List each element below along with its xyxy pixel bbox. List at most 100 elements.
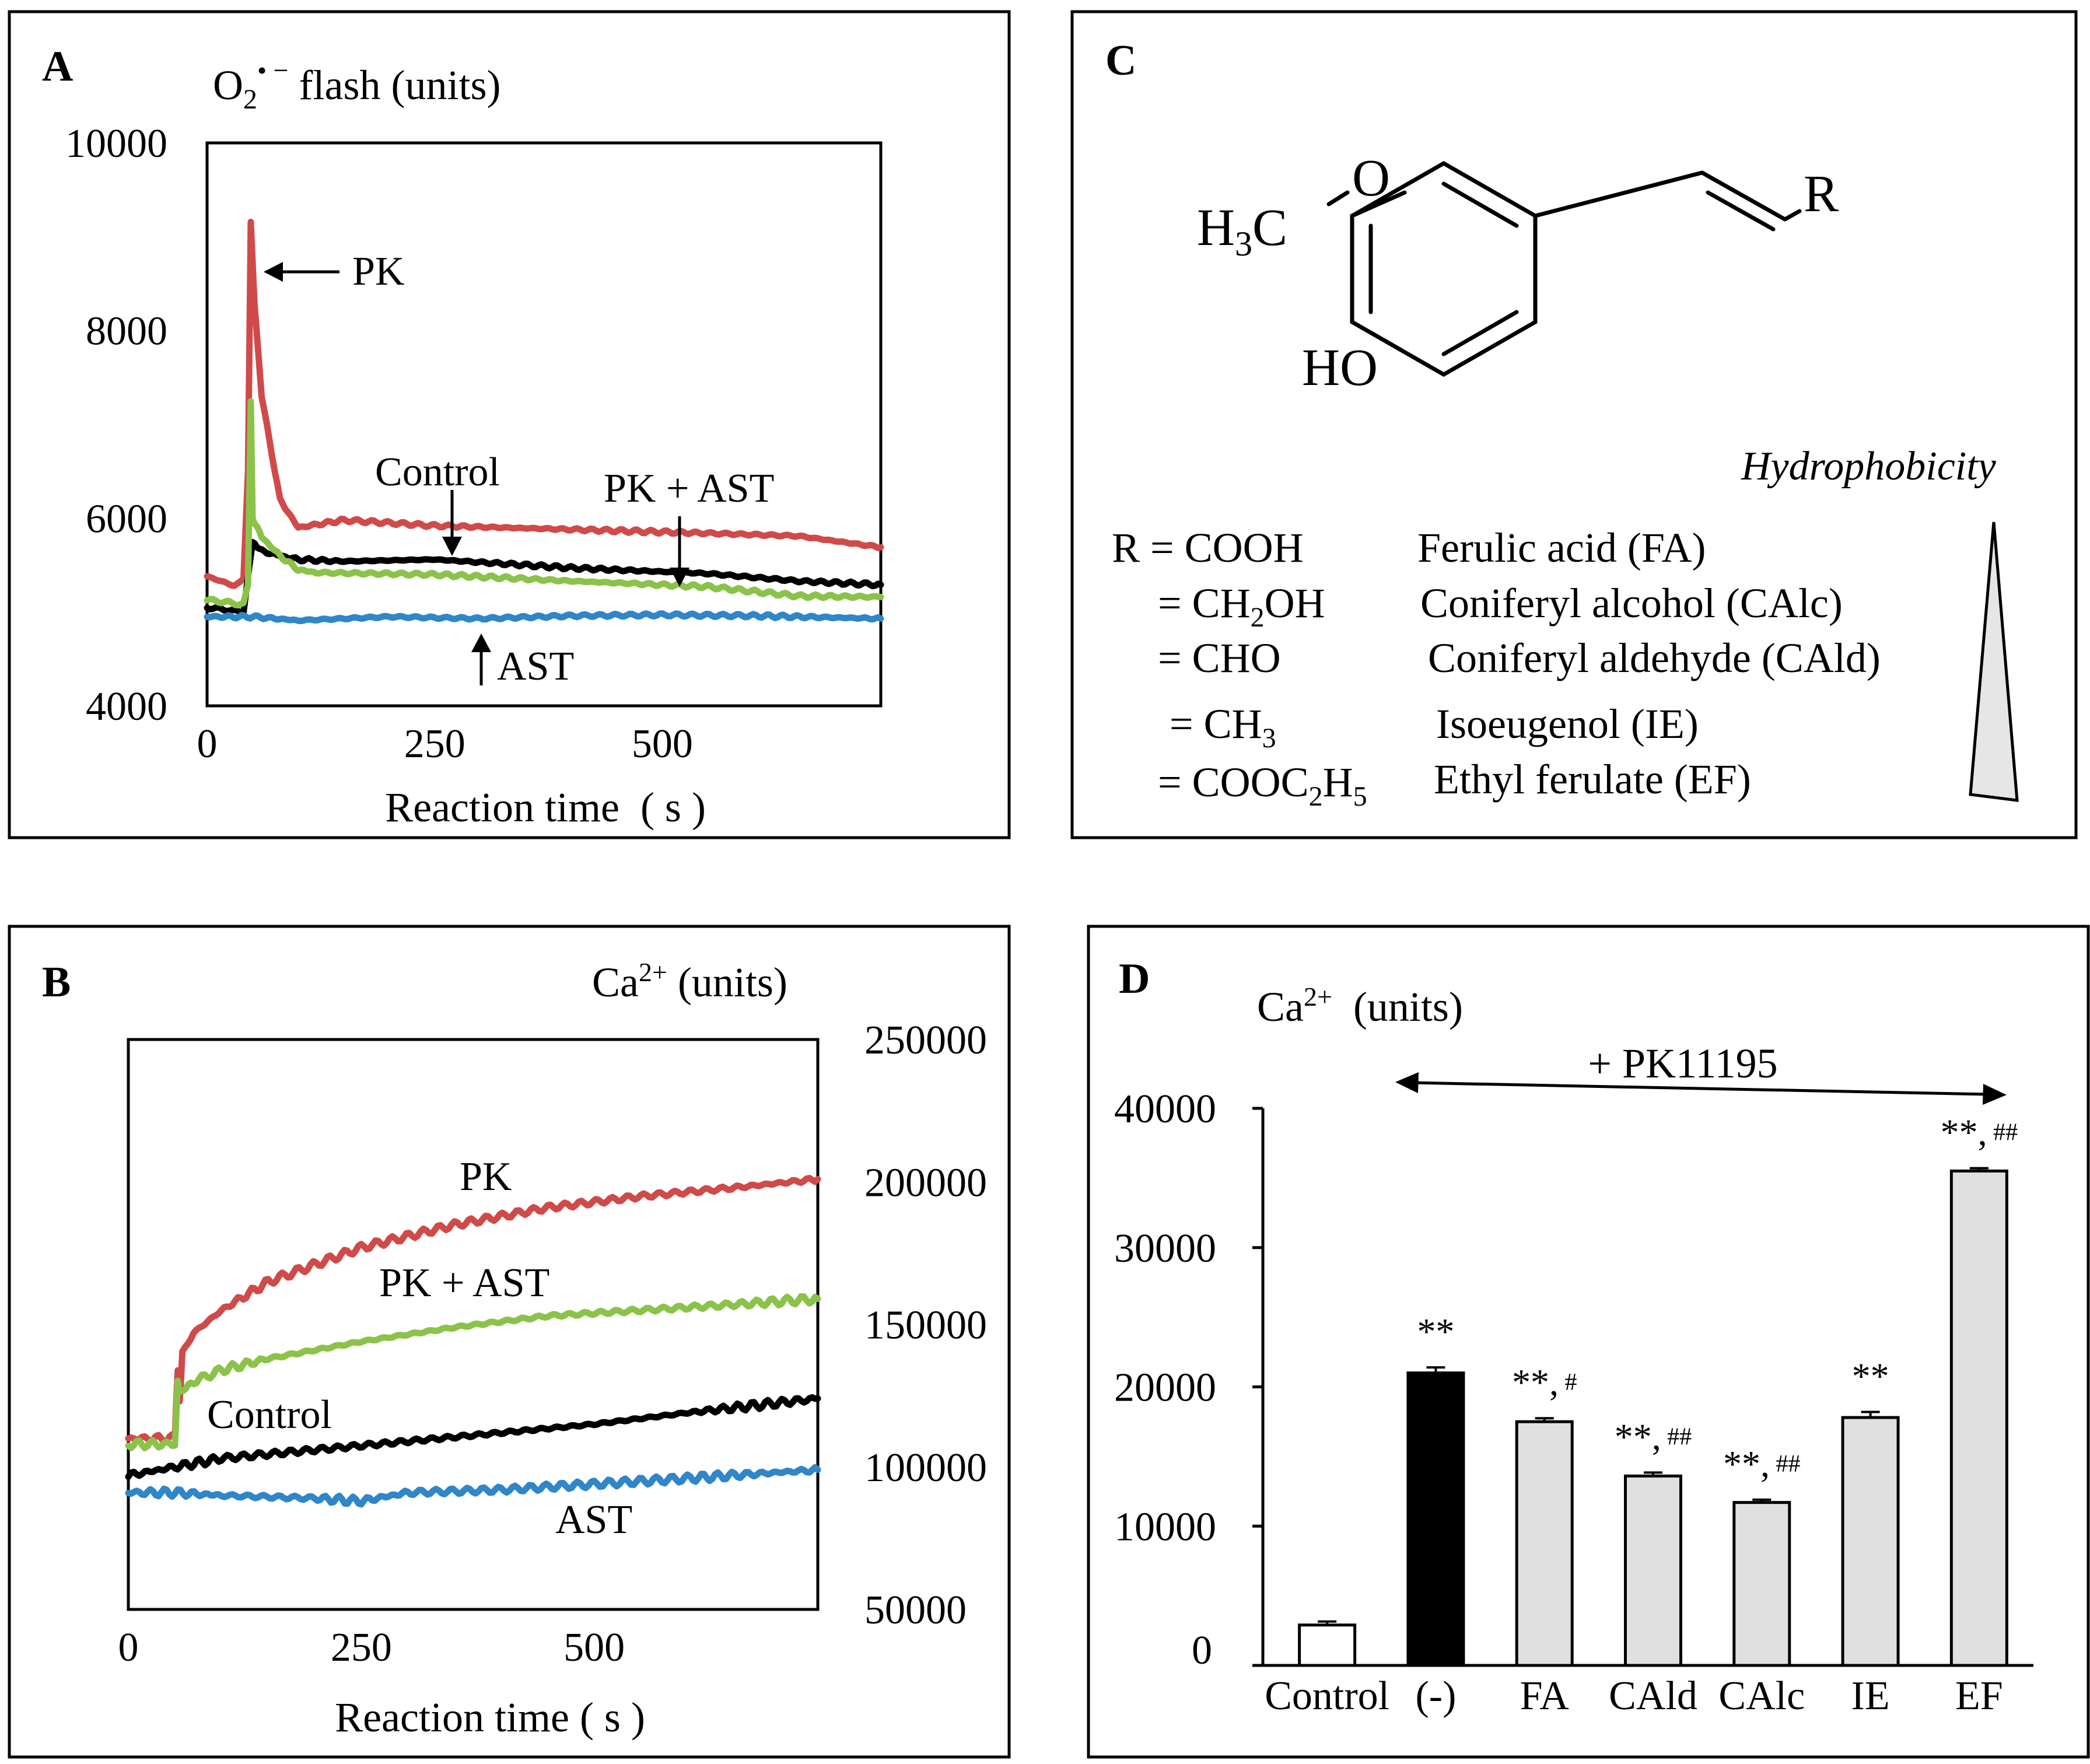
panel-d-significance-ef: **, ## <box>1941 1112 2018 1153</box>
panel-a-arrowhead-ast <box>471 634 491 652</box>
panel-a-ylabel-main: O <box>213 62 243 108</box>
panel-d-yticks: 0 10000 20000 30000 40000 <box>1114 1087 1263 1673</box>
panel-d-bar-control <box>1298 1623 1357 1667</box>
panel-d-significance-ie: ** <box>1852 1355 1889 1396</box>
side-chain-bond-r <box>1783 209 1802 222</box>
table-row-5-prefix: = <box>1158 759 1192 806</box>
panel-d-significance-fa: **, # <box>1512 1362 1577 1403</box>
panel-d-ylabel-sup: 2+ <box>1304 982 1332 1012</box>
hydroxy-bond <box>1350 320 1403 352</box>
hydrophobicity-wedge <box>1969 522 2019 802</box>
panel-b-xtick-label: 250 <box>331 1625 392 1670</box>
panel-d-bar-calc <box>1732 1501 1791 1667</box>
panel-b-yticks: 50000 100000 150000 200000 250000 <box>864 1018 987 1633</box>
side-chain-bond-1 <box>1533 170 1704 218</box>
panel-d-bracket-label: + PK11195 <box>1588 1040 1777 1087</box>
panel-a-ylabel-rest: flash (units) <box>289 62 501 108</box>
side-chain-double-bond-inner <box>1706 190 1776 232</box>
panel-c: C O H3C HO R Hydrophobicity <box>1070 10 2078 839</box>
panel-d-bracket-left-head <box>1395 1072 1419 1093</box>
hydrophobicity-label: Hydrophobicity <box>1741 444 1997 489</box>
panel-d-significance-hash: ## <box>1987 1119 2018 1146</box>
table-row-2-formula-b: OH <box>1265 580 1325 626</box>
table-row-2-formula-sub: 2 <box>1251 602 1265 633</box>
panel-d-significance-stars: **, <box>1512 1362 1559 1403</box>
panel-d-significance-stars: ** <box>1852 1355 1889 1396</box>
panel-a-arrowhead-control <box>442 537 462 556</box>
panel-a-xticks: 0 250 500 <box>197 722 693 766</box>
panel-a-xtick-label: 500 <box>632 722 693 766</box>
panel-a: A O2• − flash (units) 40006000800010000 … <box>8 10 1011 839</box>
table-row-1-prefix: R = <box>1112 524 1185 571</box>
panel-b-ytick-label: 100000 <box>864 1446 987 1490</box>
structure-ch3-sub: 3 <box>1235 225 1252 263</box>
panel-a-frame <box>8 10 1011 839</box>
panel-c-frame <box>1070 10 2078 839</box>
panel-d-ytick-label: 40000 <box>1114 1087 1216 1132</box>
panel-d-bar-ie <box>1841 1416 1900 1667</box>
panel-d-bar-fa <box>1515 1420 1574 1667</box>
structure-ch3-c: C <box>1252 199 1287 257</box>
panel-d-bar-ef <box>1949 1169 2008 1667</box>
panel-d-category-label: CAlc <box>1718 1674 1805 1718</box>
panel-b-series <box>125 1175 821 1508</box>
table-row-4-formula-sub: 3 <box>1262 723 1276 754</box>
panel-d-category-label: Control <box>1265 1674 1389 1718</box>
panel-d-bracket-line <box>1411 1081 1990 1096</box>
panel-c-letter: C <box>1105 37 1136 85</box>
panel-a-xlabel: Reaction time ( s ) <box>385 784 706 831</box>
structure-ch3-h: H <box>1197 199 1235 257</box>
panel-d-significance-hash: ## <box>1770 1451 1801 1478</box>
panel-b-annotation-pk-ast: PK + AST <box>379 1261 549 1306</box>
panel-a-ylabel-sub: 2 <box>243 84 257 115</box>
panel-a-annotation-control: Control <box>375 450 500 495</box>
table-row-5-formula-b: H <box>1323 759 1353 806</box>
panel-b-ylabel-main: Ca <box>592 959 639 1006</box>
table-row-3-group: = CHO <box>1158 635 1281 681</box>
table-row-4-prefix: = <box>1170 701 1204 747</box>
panel-b-series-pk <box>125 1175 821 1446</box>
panel-a-arrowhead-pk <box>264 262 283 282</box>
panel-b: B Ca2+ (units) 50000 100000 150000 200000 25… <box>8 925 1011 1759</box>
panel-d-significance-calc: **, ## <box>1723 1443 1801 1485</box>
panel-a-yticks: 4000 6000 8000 10000 <box>65 121 167 729</box>
panel-b-ytick-label: 200000 <box>864 1160 987 1205</box>
panel-a-ytick-label: 6000 <box>86 496 167 541</box>
panel-b-ylabel-sup: 2+ <box>639 957 667 987</box>
table-row-1-formula: COOH <box>1185 524 1304 571</box>
panel-d-category-label: (-) <box>1415 1674 1456 1718</box>
panel-a-series-pk <box>204 219 884 589</box>
panel-a-arrowhead-pk-ast <box>670 568 689 587</box>
table-row-5-group: = COOC2H5 <box>1158 759 1367 812</box>
table-row-2-prefix: = <box>1158 580 1192 626</box>
table-row-2-formula-a: CH <box>1192 580 1251 626</box>
table-row-1-group: R = COOH <box>1112 524 1304 571</box>
panel-d-significance-stars: **, <box>1615 1416 1661 1457</box>
panel-a-ytick-label: 4000 <box>86 684 167 729</box>
panel-d-ytick-label: 10000 <box>1114 1504 1216 1549</box>
substituent-table: R = COOH Ferulic acid (FA) = CH2OH Conif… <box>1112 524 1881 812</box>
table-row-5-formula-sub2: 5 <box>1353 781 1367 812</box>
panel-a-annotation-pk-ast: PK + AST <box>604 466 774 511</box>
panel-d-frame <box>1087 925 2090 1759</box>
panel-b-annotation-pk: PK <box>460 1154 512 1199</box>
panel-b-ylabel-rest: (units) <box>667 959 787 1006</box>
panel-b-ytick-label: 150000 <box>864 1303 987 1348</box>
panel-d-bars: ****, #**, ##**, ##****, ## <box>1298 1112 2018 1667</box>
panel-d-category-label: EF <box>1955 1674 2003 1718</box>
panel-d-ytick-label: 0 <box>1192 1628 1212 1673</box>
panel-a-annotation-ast: AST <box>497 644 574 689</box>
table-row-4-group: = CH3 <box>1170 701 1276 754</box>
panel-b-series-pk-ast <box>125 1293 821 1451</box>
panel-d-ylabel-rest: (units) <box>1332 984 1463 1030</box>
panel-b-annotation-ast: AST <box>555 1497 632 1542</box>
panel-a-series-ast <box>204 610 884 624</box>
panel-d-ytick-label: 30000 <box>1114 1226 1216 1271</box>
panel-a-ylabel: O2• − flash (units) <box>213 55 500 115</box>
panel-a-annotation-pk: PK <box>352 249 404 294</box>
methoxy-o-ch3-bond <box>1326 190 1350 206</box>
panel-a-plot-area <box>205 141 883 708</box>
panel-a-series-control <box>204 539 884 617</box>
panel-d-ytick-label: 20000 <box>1114 1366 1216 1410</box>
panel-d-significance-stars: **, <box>1723 1443 1770 1485</box>
